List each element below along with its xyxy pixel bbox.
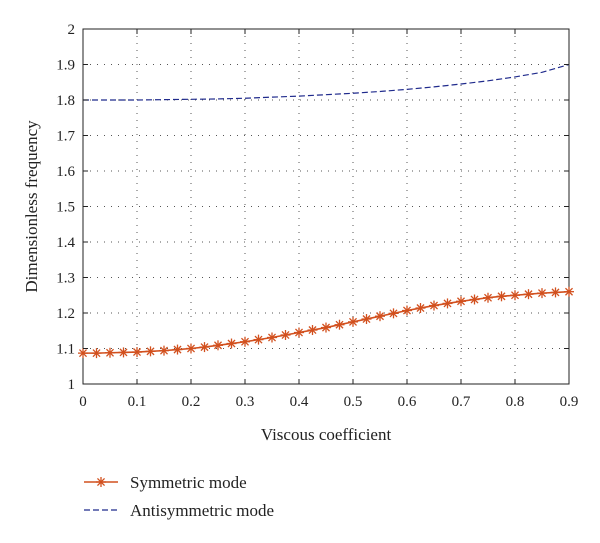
data-point: [483, 292, 493, 303]
data-point: [145, 346, 156, 357]
data-point: [118, 347, 129, 358]
legend-label-symmetric: Symmetric mode: [130, 473, 247, 492]
data-point: [321, 322, 331, 333]
data-point: [442, 298, 453, 309]
x-tick-label: 0.2: [182, 394, 201, 410]
data-point: [267, 332, 277, 343]
data-point: [78, 348, 88, 359]
legend-item-symmetric: Symmetric mode: [84, 473, 247, 492]
data-point: [564, 286, 574, 297]
x-tick-label: 0.4: [290, 394, 309, 410]
y-tick-label: 1.3: [56, 271, 75, 287]
data-point: [240, 336, 250, 347]
data-point: [510, 290, 520, 301]
y-tick-label: 1.2: [56, 306, 75, 322]
x-tick-label: 0.8: [506, 394, 525, 410]
data-point: [429, 300, 439, 311]
data-point: [253, 334, 264, 345]
data-point: [496, 291, 507, 302]
x-tick-label: 0.5: [344, 394, 363, 410]
y-tick-label: 1.4: [56, 235, 75, 251]
y-tick-label: 1.1: [56, 342, 75, 358]
x-axis-label: Viscous coefficient: [261, 425, 392, 444]
data-point: [375, 311, 385, 322]
data-point: [537, 288, 547, 299]
data-point: [199, 342, 210, 353]
data-point: [91, 348, 102, 359]
x-tick-label: 0.6: [398, 394, 417, 410]
data-point: [294, 327, 304, 338]
y-tick-label: 1.9: [56, 58, 75, 74]
data-point: [348, 316, 358, 327]
x-tick-label: 0.1: [128, 394, 147, 410]
y-tick-label: 1.8: [56, 93, 75, 109]
x-tick-label: 0.7: [452, 394, 471, 410]
series-line-antisymmetric: [83, 63, 570, 101]
data-point: [186, 343, 196, 354]
y-tick-label: 1.6: [56, 164, 75, 180]
legend-item-antisymmetric: Antisymmetric mode: [84, 501, 274, 520]
y-tick-label: 1: [68, 377, 76, 393]
data-point: [469, 294, 480, 305]
x-tick-label: 0: [79, 394, 87, 410]
data-point: [280, 330, 291, 341]
series-layer: [78, 63, 574, 359]
data-point: [172, 344, 183, 355]
data-point: [213, 340, 223, 351]
data-point: [226, 338, 237, 349]
y-axis-label: Dimensionless frequency: [22, 120, 41, 293]
x-tick-label: 0.3: [236, 394, 255, 410]
legend-marker-symmetric: [96, 477, 106, 487]
data-point: [334, 319, 345, 330]
data-point: [550, 287, 561, 298]
y-tick-label: 1.5: [56, 200, 75, 216]
data-point: [159, 345, 169, 356]
data-point: [523, 289, 534, 300]
legend-asterisk: [96, 477, 106, 487]
y-tick-label: 2: [68, 22, 76, 38]
series-line-symmetric: [83, 290, 570, 354]
data-point: [105, 347, 115, 358]
data-point: [132, 347, 142, 358]
data-point: [307, 325, 318, 336]
data-point: [388, 308, 399, 319]
legend: Symmetric mode Antisymmetric mode: [84, 473, 274, 520]
data-point: [402, 305, 412, 316]
data-point: [456, 296, 466, 307]
x-tick-label: 0.9: [560, 394, 579, 410]
legend-label-antisymmetric: Antisymmetric mode: [130, 501, 274, 520]
y-tick-label: 1.7: [56, 129, 75, 145]
ticks: 0 0.1 0.2 0.3 0.4 0.5 0.6 0.7 0.8 0.9 1 1.1 1.2 1.3 1.…: [56, 22, 578, 410]
data-point: [415, 303, 426, 314]
data-point: [361, 314, 372, 325]
